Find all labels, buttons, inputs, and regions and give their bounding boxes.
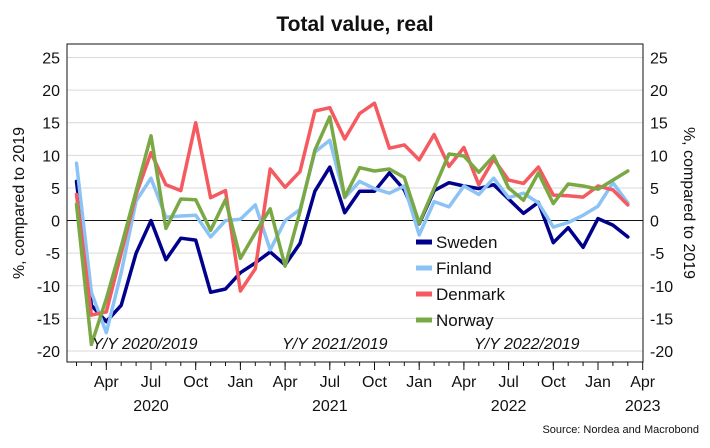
x-year-label: 2020 [133,398,169,415]
legend-label-sweden: Sweden [436,233,497,252]
y-tick-label-left: 15 [42,116,60,133]
y-tick-label-right: -15 [650,311,673,328]
y-tick-label-left: -5 [46,246,60,263]
y-tick-label-right: -10 [650,279,673,296]
y-axis-left: -20 -15 -10 -5 0 5 10 15 20 25 [37,51,60,362]
series-line-sweden [74,165,630,324]
y-tick-label-left: -20 [37,344,60,361]
y-tick-label-right: 5 [650,181,659,198]
x-tick-label: Oct [362,374,387,391]
y-tick-label-left: 0 [51,214,60,231]
legend-label-norway: Norway [436,311,494,330]
y-tick-label-right: 25 [650,51,668,68]
x-axis: Apr Jul Oct Jan Apr Jul Oct Jan Apr Jul Oct Jan Apr 2… [76,362,661,415]
y-tick-label-left: 10 [42,148,60,165]
y-tick-label-right: 15 [650,116,668,133]
y-tick-label-right: 0 [650,214,659,231]
y-tick-label-right: -5 [650,246,664,263]
legend-label-finland: Finland [436,259,492,278]
series-line-finland [74,138,630,335]
legend: Sweden Finland Denmark Norway [416,233,505,330]
source-note: Source: Nordea and Macrobond [542,424,699,436]
gridlines [67,57,643,352]
x-tick-label: Jul [320,374,340,391]
y-tick-label-right: 20 [650,83,668,100]
x-tick-label: Jul [141,374,161,391]
chart-title: Total value, real [276,13,433,36]
y-axis-title-left: %, compared to 2019 [11,127,28,279]
y-axis-title-right: %, compared to 2019 [680,127,697,279]
x-tick-label: Jan [228,374,254,391]
period-label-2020: Y/Y 2020/2019 [92,336,198,353]
y-tick-label-left: 25 [42,51,60,68]
x-tick-label: Apr [451,374,477,391]
x-year-label: 2022 [491,398,527,415]
x-tick-label: Jan [585,374,611,391]
legend-label-denmark: Denmark [436,285,505,304]
y-tick-label-right: 10 [650,148,668,165]
y-axis-right: -20 -15 -10 -5 0 5 10 15 20 25 [650,51,673,362]
y-tick-label-left: 5 [51,181,60,198]
x-tick-label: Apr [94,374,120,391]
y-tick-label-left: -10 [37,279,60,296]
x-tick-label: Apr [630,374,656,391]
y-tick-label-left: 20 [42,83,60,100]
series-lines [74,101,630,347]
x-tick-label: Jul [498,374,518,391]
x-tick-label: Oct [183,374,208,391]
y-tick-label-left: -15 [37,311,60,328]
x-tick-label: Oct [541,374,566,391]
y-tick-label-right: -20 [650,344,673,361]
x-year-label: 2023 [625,398,661,415]
period-label-2022: Y/Y 2022/2019 [474,336,580,353]
x-tick-label: Apr [273,374,299,391]
x-year-label: 2021 [312,398,348,415]
series-line-denmark [74,101,630,317]
x-tick-label: Jan [406,374,432,391]
series-line-norway [74,115,630,347]
period-label-2021: Y/Y 2021/2019 [282,336,388,353]
plot-frame [66,43,644,363]
